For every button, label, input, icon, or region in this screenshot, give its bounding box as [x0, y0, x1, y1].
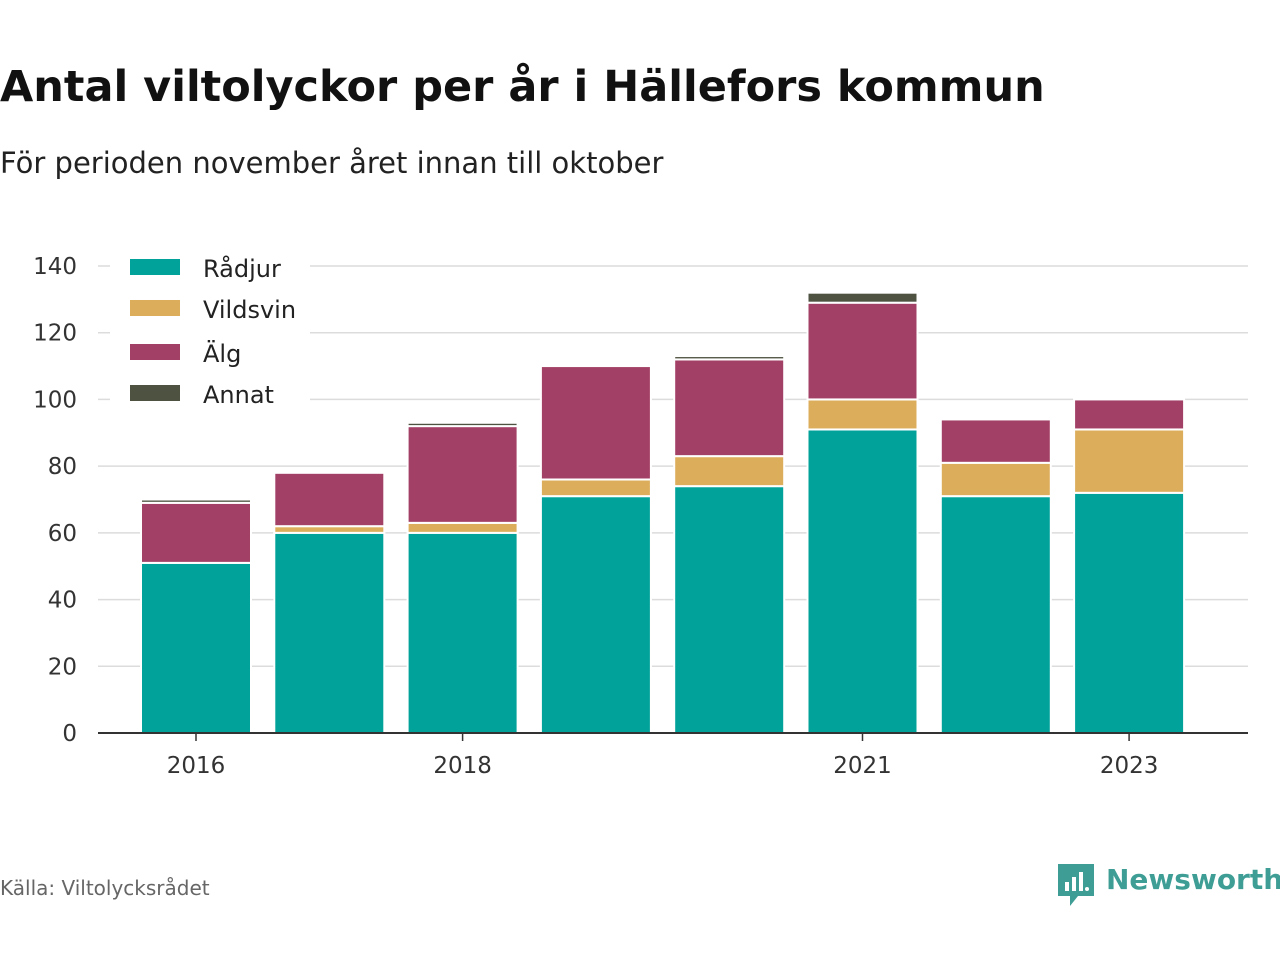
- bar-segment: [406, 521, 519, 534]
- bar-segment: [273, 525, 386, 534]
- x-tick-label: 2018: [433, 753, 492, 779]
- bars: [140, 291, 1186, 735]
- bar-segment: [406, 425, 519, 524]
- y-tick-label: 40: [48, 588, 77, 614]
- bar-segment: [406, 421, 519, 428]
- bar-segment: [539, 495, 652, 734]
- y-tick-label: 80: [48, 454, 77, 480]
- newsworthy-logo-icon: [1058, 864, 1094, 906]
- bar-segment: [939, 418, 1052, 464]
- legend-label: Rådjur: [203, 254, 281, 283]
- bar-segment: [939, 461, 1052, 498]
- y-tick-label: 20: [48, 654, 77, 680]
- legend-swatch: [130, 385, 180, 401]
- bar-segment: [806, 291, 919, 304]
- bar-segment: [140, 501, 252, 564]
- bar-segment: [539, 365, 652, 481]
- chart-subtitle: För perioden november året innan till ok…: [0, 146, 664, 180]
- legend: Rådjur Vildsvin Älg Annat: [110, 248, 310, 414]
- bar-segment: [140, 498, 252, 504]
- bar-segment: [673, 355, 786, 361]
- y-tick-label: 100: [33, 387, 77, 413]
- bar-segment: [406, 531, 519, 734]
- x-tick-label: 2023: [1100, 753, 1159, 779]
- x-tick-label: 2016: [167, 753, 226, 779]
- legend-label: Älg: [203, 339, 241, 368]
- y-tick-label: 140: [33, 254, 77, 280]
- bar-segment: [1073, 398, 1186, 431]
- legend-swatch: [130, 259, 180, 275]
- y-tick-label: 60: [48, 521, 77, 547]
- legend-label: Vildsvin: [203, 296, 296, 324]
- bar-segment: [939, 495, 1052, 734]
- chart-title: Antal viltolyckor per år i Hällefors kom…: [0, 62, 1045, 112]
- bar-segment: [1073, 491, 1186, 735]
- y-tick-label: 120: [33, 321, 77, 347]
- bar-segment: [806, 301, 919, 401]
- axes: 0 20 40 60 80 100 120 140 2016 2018 2021 2023: [33, 254, 1248, 779]
- bar-segment: [539, 478, 652, 498]
- bar-segment: [673, 455, 786, 488]
- bar-segment: [273, 531, 386, 734]
- bar-segment: [806, 398, 919, 431]
- brand-name: Newsworthy: [1106, 863, 1280, 896]
- legend-swatch: [130, 344, 180, 360]
- legend-swatch: [130, 300, 180, 316]
- bar-segment: [273, 471, 386, 528]
- bar-segment: [806, 428, 919, 734]
- bar-segment: [1073, 428, 1186, 494]
- source-note: Källa: Viltolycksrådet: [0, 876, 210, 900]
- legend-label: Annat: [203, 381, 274, 409]
- bar-segment: [673, 485, 786, 734]
- x-tick-label: 2021: [833, 753, 892, 779]
- bar-segment: [140, 561, 252, 735]
- y-tick-label: 0: [62, 721, 77, 747]
- bar-segment: [673, 358, 786, 458]
